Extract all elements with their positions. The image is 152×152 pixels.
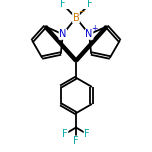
Text: F: F bbox=[60, 0, 65, 9]
Text: F: F bbox=[87, 0, 92, 9]
Text: F: F bbox=[62, 129, 68, 139]
Text: N: N bbox=[59, 29, 67, 39]
Text: +: + bbox=[91, 24, 98, 33]
Text: F: F bbox=[84, 129, 90, 139]
Text: N: N bbox=[85, 29, 93, 39]
Text: F: F bbox=[73, 136, 79, 146]
Text: B: B bbox=[73, 13, 79, 23]
Text: −: − bbox=[78, 7, 84, 17]
